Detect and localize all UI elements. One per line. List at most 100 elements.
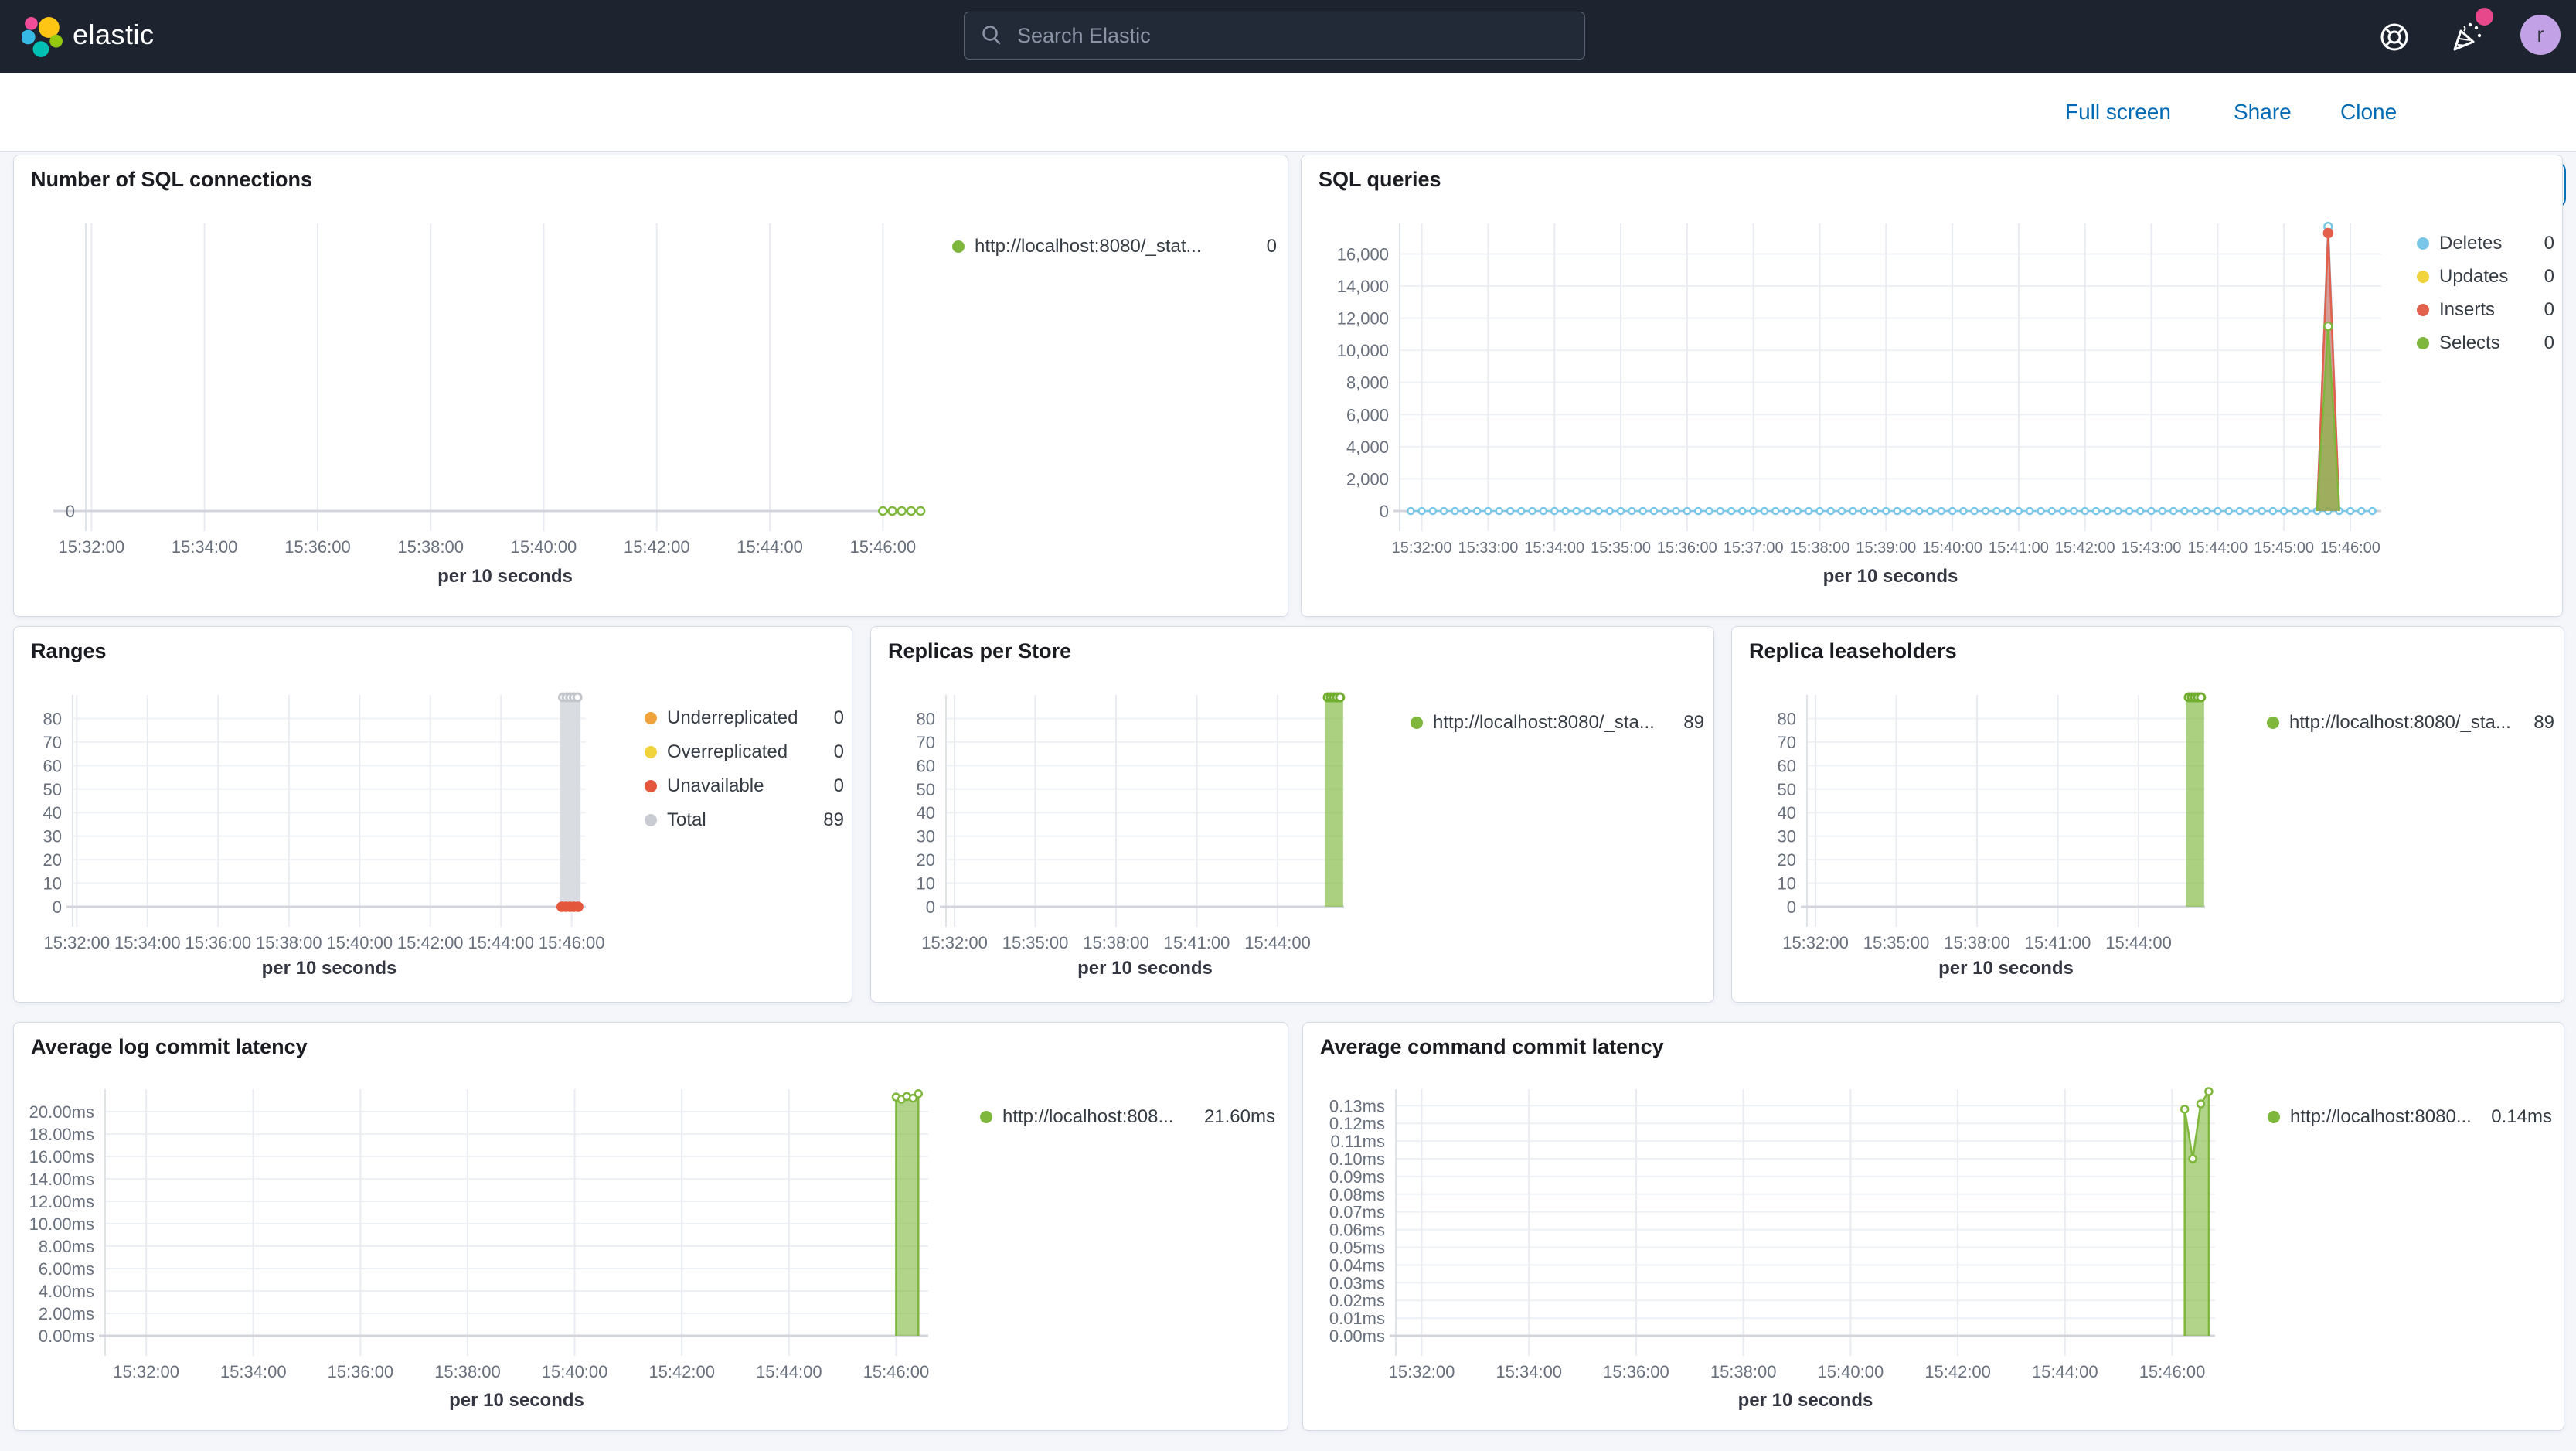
y-tick-label: 14,000 xyxy=(1337,277,1389,296)
user-avatar[interactable]: r xyxy=(2520,15,2561,55)
legend-item[interactable]: http://localhost:8080/_stat... 0 xyxy=(952,230,1277,264)
chart-average-log-commit-latency: 0.00ms 2.00ms 4.00ms 6.00ms 8.00ms 10.00ms 12.… xyxy=(29,1089,929,1381)
x-tick-label: 15:42:00 xyxy=(648,1362,715,1381)
y-tick-label: 80 xyxy=(43,709,62,728)
legend-value: 0 xyxy=(2544,265,2554,287)
y-tick-label: 4,000 xyxy=(1346,438,1389,457)
y-tick-label: 80 xyxy=(1778,709,1796,728)
legend-color-dot xyxy=(645,746,657,758)
y-tick-label: 20 xyxy=(917,850,935,870)
legend-label: http://localhost:808... xyxy=(1002,1106,1174,1127)
legend-value: 0 xyxy=(2544,232,2554,254)
x-tick-label: 15:37:00 xyxy=(1724,540,1784,557)
x-tick-label: 15:34:00 xyxy=(114,933,181,952)
chart-average-command-commit-latency: 0.00ms0.01ms0.02ms0.03ms0.04ms0.05ms0.06… xyxy=(1329,1087,2215,1381)
y-tick-label: 50 xyxy=(917,780,935,799)
x-tick-label: 15:43:00 xyxy=(2122,540,2182,557)
x-tick-label: 15:42:00 xyxy=(1924,1362,1991,1381)
share-button[interactable]: Share xyxy=(2234,100,2292,124)
legend-item[interactable]: Deletes 0 xyxy=(2417,227,2554,260)
x-axis-title: per 10 seconds xyxy=(261,958,397,979)
legend-item[interactable]: Unavailable 0 xyxy=(645,769,844,803)
x-tick-label: 15:34:00 xyxy=(1524,540,1584,557)
y-tick-label: 70 xyxy=(43,733,62,752)
legend-item[interactable]: Total 89 xyxy=(645,803,844,837)
legend-label: Deletes xyxy=(2439,232,2503,254)
legend-item[interactable]: Selects 0 xyxy=(2417,326,2554,359)
panel-title: Ranges xyxy=(31,639,107,662)
x-tick-label: 15:32:00 xyxy=(1782,933,1849,952)
y-tick-label: 6.00ms xyxy=(39,1259,94,1279)
x-tick-label: 15:38:00 xyxy=(1083,933,1149,952)
y-tick-label: 20 xyxy=(1778,850,1796,870)
search-input[interactable] xyxy=(1016,22,1569,49)
legend-value: 89 xyxy=(1683,712,1704,733)
chart-replica-leaseholders: 0 10 20 30 40 50 60 70 80 15:32:00 15:35:00 15:38:0… xyxy=(1778,692,2207,952)
x-axis-title: per 10 seconds xyxy=(1938,958,2074,979)
legend-item[interactable]: Updates 0 xyxy=(2417,260,2554,293)
help-icon[interactable] xyxy=(2376,19,2413,56)
x-tick-label: 15:38:00 xyxy=(1710,1362,1777,1381)
global-search-bar[interactable] xyxy=(964,12,1585,60)
y-tick-label: 30 xyxy=(43,827,62,846)
y-tick-label: 0.10ms xyxy=(1329,1150,1385,1169)
panel-title: Average log commit latency xyxy=(31,1035,308,1058)
legend-color-dot xyxy=(2417,237,2429,250)
legend-item[interactable]: http://localhost:8080/_sta... 89 xyxy=(2267,706,2554,740)
x-axis-title: per 10 seconds xyxy=(437,566,573,587)
legend-label: Inserts xyxy=(2439,298,2496,320)
series-Deletes-baseline xyxy=(1407,506,2377,516)
y-tick-label: 16,000 xyxy=(1337,244,1389,264)
news-party-popper-icon[interactable] xyxy=(2447,19,2484,56)
y-tick-label: 0.11ms xyxy=(1330,1132,1385,1151)
legend-color-dot xyxy=(2417,270,2429,283)
series-leaseholders xyxy=(2183,692,2207,907)
panel-title: Replicas per Store xyxy=(888,639,1072,662)
x-tick-label: 15:35:00 xyxy=(1863,933,1930,952)
chart-ranges: 0 10 20 30 40 50 60 70 80 15:32:00 15:34:00 15:36:0… xyxy=(43,692,605,952)
x-tick-label: 15:34:00 xyxy=(172,537,238,557)
x-tick-label: 15:41:00 xyxy=(2025,933,2091,952)
y-tick-label: 0 xyxy=(1787,898,1796,917)
legend-item[interactable]: http://localhost:8080/_sta... 89 xyxy=(1411,706,1704,740)
legend-color-dot xyxy=(2417,336,2429,349)
legend-item[interactable]: http://localhost:8080... 0.14ms xyxy=(2268,1100,2552,1134)
full-screen-button[interactable]: Full screen xyxy=(2065,100,2171,124)
x-tick-label: 15:44:00 xyxy=(756,1362,822,1381)
panel-sql-queries: SQL queries 0 2,000 4,000 6,000 8,000 10,000 1… xyxy=(1301,155,2563,617)
series-Selects-spike xyxy=(2316,321,2340,512)
notification-badge-dot xyxy=(2476,8,2493,26)
legend-label: Underreplicated xyxy=(667,707,798,728)
x-tick-label: 15:46:00 xyxy=(850,537,917,557)
brand-name: elastic xyxy=(73,19,155,50)
breadcrumb-navbar: D Dashboard / [Metricbeat CockroachDB] O… xyxy=(0,73,2576,212)
top-header-bar: elastic r xyxy=(0,0,2576,73)
clone-button[interactable]: Clone xyxy=(2340,100,2397,124)
panel-ranges: Ranges 0 10 20 30 40 50 60 70 80 15:32:00 15:34:00… xyxy=(13,626,852,1003)
x-tick-label: 15:32:00 xyxy=(113,1362,179,1381)
y-tick-label: 14.00ms xyxy=(29,1170,94,1189)
legend-item[interactable]: Underreplicated 0 xyxy=(645,701,844,735)
y-tick-label: 10 xyxy=(43,874,62,894)
legend-item[interactable]: http://localhost:808... 21.60ms xyxy=(980,1100,1275,1134)
legend-color-dot xyxy=(980,1111,992,1123)
legend-color-dot xyxy=(2268,1111,2280,1123)
legend-item[interactable]: Overreplicated 0 xyxy=(645,735,844,769)
y-tick-label: 70 xyxy=(917,733,935,752)
legend-item[interactable]: Inserts 0 xyxy=(2417,293,2554,326)
series-Unavailable xyxy=(556,901,584,912)
chart-legend: http://localhost:8080... 0.14ms xyxy=(2268,1100,2552,1134)
x-tick-label: 15:41:00 xyxy=(1164,933,1230,952)
x-tick-label: 15:41:00 xyxy=(1989,540,2049,557)
y-tick-label: 16.00ms xyxy=(29,1147,94,1167)
y-tick-label: 20 xyxy=(43,850,62,870)
x-tick-label: 15:32:00 xyxy=(1389,1362,1455,1381)
y-tick-label: 0 xyxy=(1380,502,1389,521)
x-tick-label: 15:38:00 xyxy=(1944,933,2010,952)
y-tick-label: 10,000 xyxy=(1337,341,1389,360)
x-tick-label: 15:35:00 xyxy=(1591,540,1651,557)
panel-average-log-commit-latency: Average log commit latency 0.00ms 2.00ms 4… xyxy=(13,1022,1288,1431)
x-axis-title: per 10 seconds xyxy=(1737,1390,1873,1411)
elastic-logo-icon[interactable] xyxy=(22,16,63,58)
y-tick-label: 0.02ms xyxy=(1329,1291,1385,1310)
